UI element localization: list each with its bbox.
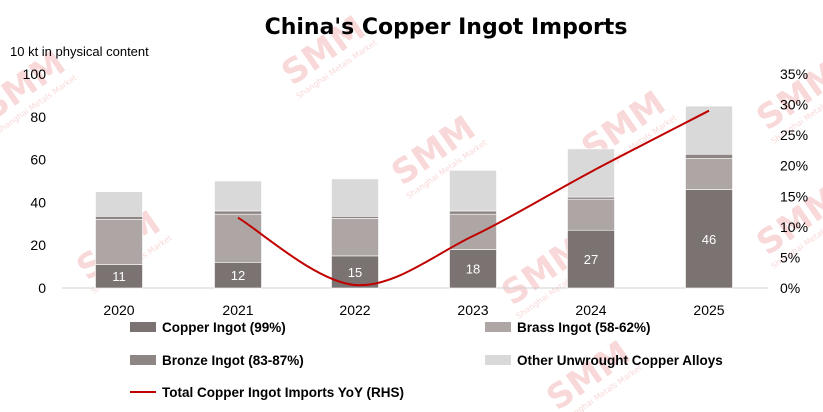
data-label: 11 — [112, 269, 126, 284]
bar-segment — [567, 148, 615, 198]
x-tick-label: 2025 — [693, 302, 724, 318]
bar-segment — [214, 180, 262, 212]
y2-tick-label: 10% — [780, 219, 808, 235]
bar-segment — [331, 255, 379, 289]
y2-tick-label: 0% — [780, 280, 800, 296]
y-axis-unit-label: 10 kt in physical content — [10, 44, 149, 59]
y2-tick-label: 30% — [780, 97, 808, 113]
legend-label: Brass Ingot (58-62%) — [517, 320, 651, 335]
bar-segment — [95, 219, 143, 265]
bar-segment — [214, 213, 262, 263]
data-label: 27 — [584, 252, 598, 267]
legend-swatch — [485, 322, 511, 332]
data-label: 46 — [702, 232, 716, 247]
y2-tick-label: 15% — [780, 188, 808, 204]
right-axis-ticks: 0% 5% 10% 15% 20% 25% 30% 35% — [780, 66, 808, 296]
x-tick-label: 2022 — [339, 302, 370, 318]
legend-label: Copper Ingot (99%) — [162, 320, 286, 335]
x-tick-label: 2020 — [103, 302, 134, 318]
legend-swatch — [130, 355, 156, 365]
yoy-line-layer — [237, 109, 710, 286]
bar-segment — [449, 249, 497, 289]
bar-segment — [95, 191, 143, 217]
bar-segment — [567, 196, 615, 200]
bar-segment — [95, 216, 143, 220]
y-tick-label: 60 — [30, 152, 46, 168]
legend-swatch — [130, 322, 156, 332]
data-label: 12 — [231, 268, 245, 283]
y-tick-label: 100 — [23, 66, 47, 82]
x-tick-label: 2023 — [457, 302, 488, 318]
bar-segment — [214, 262, 262, 289]
legend: Copper Ingot (99%) Brass Ingot (58-62%) Br… — [130, 320, 723, 400]
bar-segment — [449, 170, 497, 212]
legend-label: Bronze Ingot (83-87%) — [162, 353, 304, 368]
y-tick-label: 20 — [30, 237, 46, 253]
bar-segment — [685, 105, 733, 155]
y-tick-label: 40 — [30, 194, 46, 210]
legend-label: Other Unwrought Copper Alloys — [517, 353, 723, 368]
left-axis-ticks: 0 20 40 60 80 100 — [23, 66, 47, 296]
x-tick-label: 2024 — [575, 302, 606, 318]
y2-tick-label: 35% — [780, 66, 808, 82]
bar-segment — [685, 153, 733, 159]
legend-swatch — [485, 355, 511, 365]
data-label: 15 — [348, 265, 362, 280]
bar-segment — [567, 198, 615, 231]
y2-tick-label: 25% — [780, 127, 808, 143]
data-label: 18 — [466, 262, 480, 277]
yoy-line — [237, 109, 710, 286]
bar-segment — [449, 210, 497, 215]
bar-segment — [331, 216, 379, 219]
chart-title: China's Copper Ingot Imports — [265, 15, 628, 40]
bar-segment — [331, 178, 379, 217]
y-tick-label: 80 — [30, 109, 46, 125]
x-tick-label: 2021 — [222, 302, 253, 318]
bar-segment — [331, 218, 379, 257]
y-tick-label: 0 — [38, 280, 46, 296]
y2-tick-label: 20% — [780, 158, 808, 174]
bar-segment — [685, 158, 733, 190]
y2-tick-label: 5% — [780, 249, 800, 265]
x-axis-ticks: 2020 2021 2022 2023 2024 2025 — [103, 302, 724, 318]
bar-layer: 11 12 15 18 27 46 — [95, 105, 733, 289]
legend-label: Total Copper Ingot Imports YoY (RHS) — [162, 385, 404, 400]
bar-segment — [214, 210, 262, 215]
